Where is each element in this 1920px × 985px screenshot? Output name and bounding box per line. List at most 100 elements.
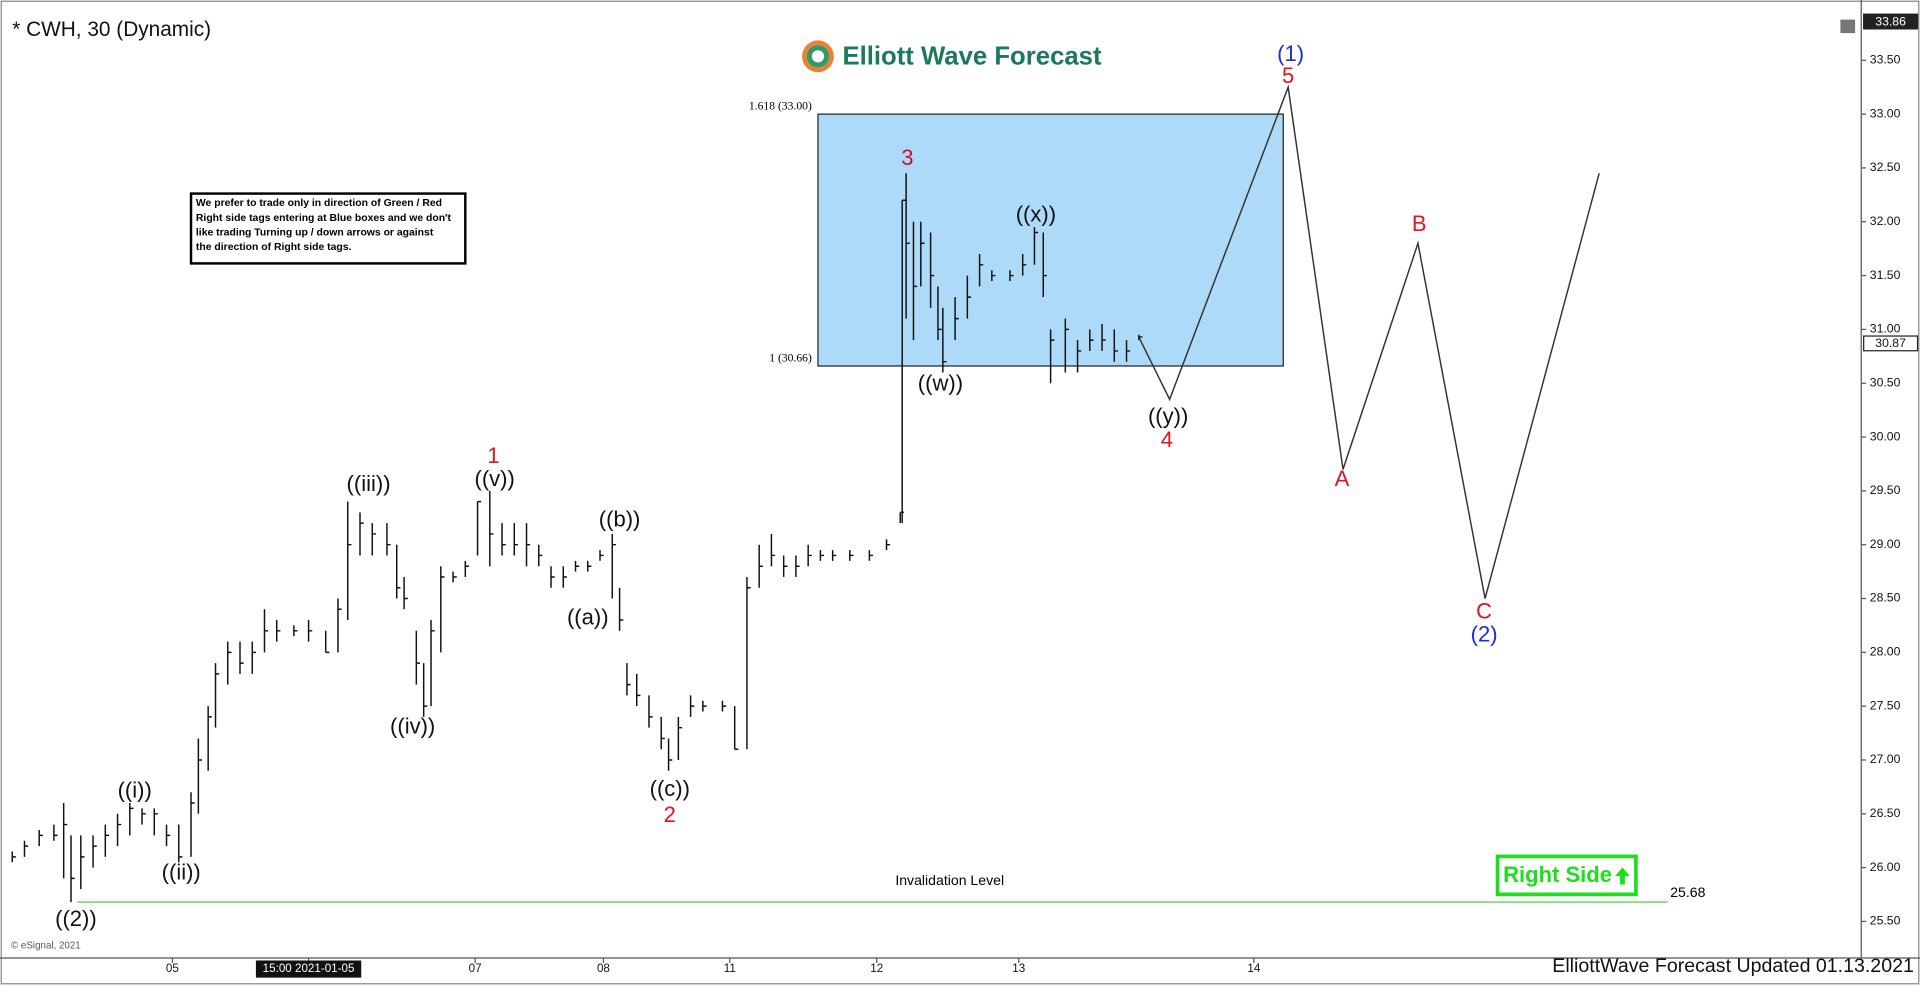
price-bar bbox=[667, 738, 673, 771]
x-tick-label: 12 bbox=[870, 962, 883, 975]
price-bar bbox=[38, 829, 43, 847]
price-bar bbox=[538, 544, 543, 567]
price-bar bbox=[574, 560, 580, 572]
y-tick-label: 31.00 bbox=[1870, 322, 1901, 336]
x-tick-label: 07 bbox=[469, 962, 482, 975]
footer: ElliottWave Forecast Updated 01.13.2021 bbox=[1552, 955, 1914, 977]
price-bar bbox=[954, 297, 959, 341]
price-bar bbox=[689, 695, 695, 717]
price-bar bbox=[849, 550, 854, 561]
window-icon bbox=[1840, 19, 1856, 34]
price-bar bbox=[758, 544, 763, 588]
price-bar bbox=[251, 641, 256, 674]
price-bar bbox=[611, 533, 616, 599]
wave-label: 4 bbox=[1161, 427, 1173, 452]
price-bar bbox=[476, 500, 482, 556]
price-bar bbox=[618, 587, 624, 631]
price-bar bbox=[141, 808, 146, 825]
price-bar bbox=[324, 630, 330, 654]
note-line: We prefer to trade only in direction of … bbox=[196, 198, 442, 209]
invalidation-value: 25.68 bbox=[1670, 884, 1705, 900]
price-bar bbox=[1089, 329, 1094, 351]
note-line: Right side tags entering at Blue boxes a… bbox=[196, 213, 452, 224]
price-bar bbox=[991, 270, 996, 281]
invalidation-label: Invalidation Level bbox=[895, 872, 1004, 888]
box-high-label: 1.618 (33.00) bbox=[749, 99, 812, 112]
price-bar bbox=[1101, 324, 1106, 351]
price-bar bbox=[129, 803, 134, 836]
price-bar bbox=[1009, 270, 1014, 281]
y-tick-label: 33.50 bbox=[1870, 53, 1901, 67]
x-tick-label: 13 bbox=[1012, 962, 1025, 975]
price-bar bbox=[702, 700, 707, 712]
price-bar bbox=[746, 576, 751, 750]
wave-label: ((v)) bbox=[475, 466, 515, 491]
price-bar bbox=[104, 824, 109, 857]
price-bar bbox=[415, 630, 420, 685]
price-bar bbox=[966, 275, 972, 319]
projection-line bbox=[1138, 84, 1600, 599]
wave-label: (1) bbox=[1277, 41, 1304, 66]
logo: Elliott Wave Forecast bbox=[802, 40, 1102, 73]
price-bar bbox=[677, 716, 683, 760]
price-bar bbox=[347, 501, 352, 621]
note-line: like trading Turning up / down arrows or… bbox=[196, 228, 434, 239]
price-bar bbox=[422, 663, 428, 717]
price-bar bbox=[1076, 340, 1082, 373]
y-tick-label: 30.50 bbox=[1870, 375, 1901, 389]
wave-label: ((iii)) bbox=[347, 471, 391, 496]
price-bar bbox=[885, 539, 891, 551]
price-bar bbox=[53, 824, 58, 841]
price-bar bbox=[359, 512, 364, 556]
wave-label: B bbox=[1412, 211, 1427, 236]
wave-label: ((2)) bbox=[55, 906, 97, 931]
price-bar bbox=[912, 221, 918, 341]
wave-label: ((x)) bbox=[1016, 201, 1056, 226]
price-bar bbox=[648, 695, 653, 728]
price-bar bbox=[770, 533, 776, 567]
x-tick-highlight bbox=[255, 960, 362, 978]
price-bar bbox=[80, 835, 85, 890]
price-bar bbox=[1049, 329, 1055, 384]
price-bar bbox=[920, 221, 925, 287]
price-bar bbox=[403, 576, 408, 610]
wave-label: ((i)) bbox=[118, 777, 152, 802]
y-tick-label: 29.00 bbox=[1870, 537, 1901, 551]
note-line: the direction of Right side tags. bbox=[196, 242, 352, 253]
price-bar bbox=[23, 840, 29, 857]
wave-label: ((w)) bbox=[918, 371, 963, 396]
price-bar bbox=[587, 560, 592, 572]
price-bar bbox=[386, 523, 391, 556]
y-tick-label: 32.50 bbox=[1870, 160, 1901, 174]
price-bar bbox=[733, 706, 739, 750]
price-bar bbox=[819, 550, 825, 561]
target-box bbox=[817, 113, 1284, 367]
price-bar bbox=[868, 550, 874, 561]
x-tick-label: 11 bbox=[724, 962, 736, 975]
price-bar bbox=[452, 571, 457, 583]
price-bar bbox=[62, 803, 68, 879]
price-bar bbox=[978, 254, 984, 287]
y-tick-label: 27.50 bbox=[1870, 698, 1901, 712]
price-marker-box bbox=[1863, 13, 1919, 30]
price-bar bbox=[807, 544, 812, 567]
price-bar bbox=[782, 555, 788, 577]
wave-label: ((c)) bbox=[650, 776, 690, 801]
price-bar bbox=[165, 824, 171, 847]
price-bar bbox=[430, 620, 435, 707]
price-bar bbox=[831, 550, 837, 561]
price-bar bbox=[795, 555, 800, 577]
x-tick-label: 14 bbox=[1247, 962, 1260, 975]
price-bar bbox=[153, 808, 158, 836]
wave-label: 3 bbox=[901, 145, 913, 170]
chart-title: * CWH, 30 (Dynamic) bbox=[12, 18, 211, 41]
price-bar bbox=[929, 232, 935, 308]
price-bar bbox=[626, 663, 631, 696]
right-side-text: Right Side bbox=[1503, 862, 1612, 887]
price-bar bbox=[263, 609, 269, 653]
price-bar bbox=[207, 706, 212, 771]
price-bar bbox=[1021, 254, 1027, 276]
price-bar bbox=[440, 566, 445, 653]
